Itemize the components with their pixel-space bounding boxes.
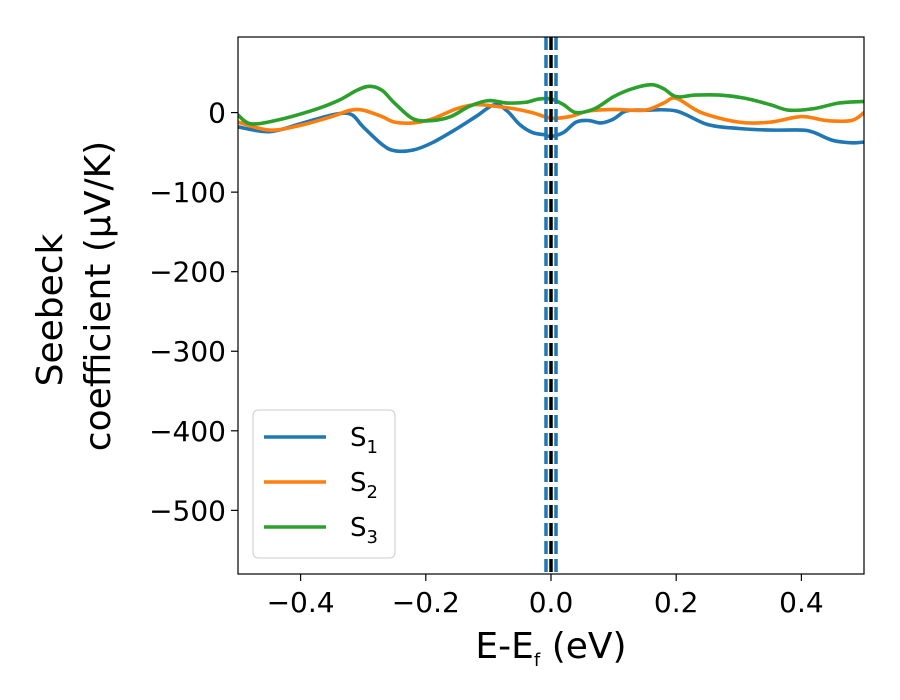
x-axis-label-sub: f bbox=[534, 650, 541, 671]
legend-label-s3: S3 bbox=[350, 513, 378, 548]
y-tick-label: −400 bbox=[149, 415, 226, 448]
y-axis-ticks: 0 −100 −200 −300 −400 −500 bbox=[149, 97, 238, 527]
y-tick-label: −200 bbox=[149, 256, 226, 289]
legend-label-s1: S1 bbox=[350, 423, 378, 458]
x-axis-ticks: −0.4 −0.2 0.0 0.2 0.4 bbox=[267, 574, 824, 619]
y-tick-label: −300 bbox=[149, 335, 226, 368]
y-axis-label-line2: coefficient (μV/K) bbox=[78, 141, 119, 451]
x-tick-label: 0.4 bbox=[779, 586, 824, 619]
series-line-s1 bbox=[238, 102, 864, 154]
y-tick-label: −100 bbox=[149, 176, 226, 209]
series-line-s2 bbox=[238, 96, 864, 132]
y-tick-label: −500 bbox=[149, 494, 226, 527]
y-tick-label: 0 bbox=[208, 97, 226, 130]
legend-box bbox=[252, 409, 396, 559]
x-tick-label: 0.0 bbox=[529, 586, 574, 619]
x-tick-label: 0.2 bbox=[654, 586, 699, 619]
x-tick-label: −0.2 bbox=[392, 586, 460, 619]
x-axis-label: E-Ef (eV) bbox=[475, 626, 626, 671]
legend-label-s2: S2 bbox=[350, 468, 378, 503]
x-tick-label: −0.4 bbox=[267, 586, 335, 619]
x-axis-label-unit: (eV) bbox=[540, 626, 626, 667]
legend: S1 S2 S3 bbox=[252, 409, 396, 559]
y-axis-label-line1: Seebeck bbox=[30, 233, 71, 386]
